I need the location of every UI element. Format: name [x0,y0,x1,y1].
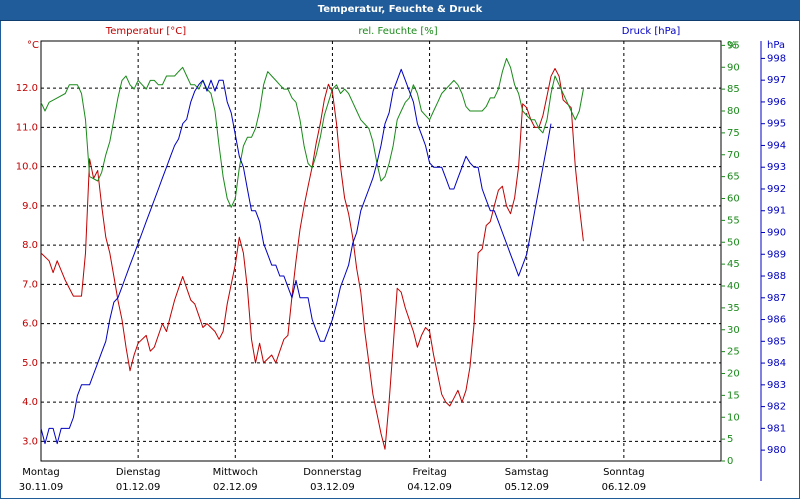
humidity-tick-label: 20 [727,369,740,380]
temperature-tick-label: 4.0 [22,397,38,408]
title-bar: Temperatur, Feuchte & Druck [0,0,800,21]
pressure-series-line [40,68,552,445]
humidity-tick-label: 95 [727,40,740,51]
humidity-tick-label: 45 [727,259,740,270]
humidity-tick-label: 50 [727,237,740,248]
humidity-tick-label: 60 [727,194,740,205]
humidity-tick-label: 10 [727,412,740,423]
x-tick-date-label: 01.12.09 [116,482,161,493]
humidity-axis-title: rel. Feuchte [%] [358,26,437,37]
x-tick-day-label: Samstag [505,467,549,478]
pressure-tick-label: 997 [767,75,786,86]
pressure-unit-label: hPa [767,40,785,51]
temperature-tick-label: 11.0 [16,122,38,133]
humidity-tick-label: 0 [727,456,733,467]
pressure-tick-label: 983 [767,380,786,391]
x-tick-date-label: 06.12.09 [602,482,647,493]
x-tick-date-label: 02.12.09 [213,482,258,493]
pressure-tick-label: 990 [767,228,786,239]
humidity-tick-label: 65 [727,172,740,183]
temperature-unit-label: °C [27,40,39,51]
temperature-tick-label: 8.0 [22,240,38,251]
x-tick-day-label: Sonntag [603,467,645,478]
x-tick-day-label: Mittwoch [213,467,258,478]
humidity-series-line [40,58,584,208]
pressure-tick-label: 988 [767,271,786,282]
humidity-tick-label: 70 [727,150,740,161]
pressure-tick-label: 995 [767,119,786,130]
pressure-tick-label: 980 [767,445,786,456]
humidity-tick-label: 30 [727,325,740,336]
temperature-tick-label: 6.0 [22,319,38,330]
temperature-tick-label: 9.0 [22,201,38,212]
temperature-tick-label: 12.0 [16,83,38,94]
pressure-tick-label: 984 [767,358,786,369]
humidity-unit-label: % [727,40,737,51]
x-tick-day-label: Freitag [412,467,446,478]
pressure-tick-label: 986 [767,315,786,326]
pressure-tick-label: 989 [767,249,786,260]
humidity-tick-label: 25 [727,347,740,358]
pressure-tick-label: 992 [767,184,786,195]
pressure-tick-label: 993 [767,162,786,173]
humidity-tick-label: 85 [727,84,740,95]
pressure-tick-label: 985 [767,336,786,347]
pressure-tick-label: 996 [767,97,786,108]
humidity-tick-label: 5 [727,434,733,445]
pressure-tick-label: 981 [767,423,786,434]
humidity-tick-label: 80 [727,106,740,117]
plot-border [40,40,722,462]
x-tick-day-label: Donnerstag [303,467,361,478]
pressure-tick-label: 991 [767,206,786,217]
x-tick-date-label: 05.12.09 [504,482,549,493]
humidity-tick-label: 35 [727,303,740,314]
pressure-tick-label: 987 [767,293,786,304]
temperature-tick-label: 7.0 [22,279,38,290]
humidity-tick-label: 40 [727,281,740,292]
x-tick-day-label: Montag [22,467,59,478]
pressure-axis-title: Druck [hPa] [622,26,681,37]
temperature-axis-title: Temperatur [°C] [105,26,186,37]
x-tick-date-label: 30.11.09 [19,482,64,493]
x-tick-date-label: 04.12.09 [407,482,452,493]
temperature-tick-label: 3.0 [22,436,38,447]
humidity-tick-label: 15 [727,390,740,401]
pressure-tick-label: 994 [767,140,786,151]
humidity-tick-label: 75 [727,128,740,139]
x-tick-date-label: 03.12.09 [310,482,355,493]
pressure-tick-label: 998 [767,53,786,64]
temperature-tick-label: 5.0 [22,358,38,369]
chart-frame: 3.0 4.0 5.0 6.0 7.0 8.0 9.0 10.0 11.0 12.0 Montag 3… [0,21,800,499]
x-tick-day-label: Dienstag [116,467,161,478]
humidity-tick-label: 55 [727,215,740,226]
pressure-tick-label: 982 [767,402,786,413]
humidity-tick-label: 90 [727,62,740,73]
temperature-series-line [40,68,584,450]
weather-chart: 3.0 4.0 5.0 6.0 7.0 8.0 9.0 10.0 11.0 12.0 Montag 3… [16,26,786,493]
chart-title: Temperatur, Feuchte & Druck [317,4,483,15]
temperature-tick-label: 10.0 [16,162,38,173]
